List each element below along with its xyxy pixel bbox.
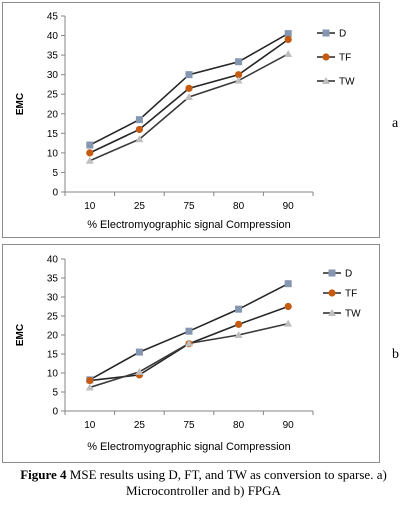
data-point-d bbox=[185, 327, 193, 335]
y-tick-label: 30 bbox=[47, 293, 59, 304]
series-line-tw bbox=[89, 53, 289, 162]
data-point-tw bbox=[234, 331, 243, 338]
data-point-tf bbox=[235, 71, 243, 79]
y-tick-label: 35 bbox=[47, 51, 59, 62]
data-point-d bbox=[235, 58, 243, 66]
x-tick-label: 10 bbox=[84, 201, 96, 212]
y-tick-label: 40 bbox=[47, 31, 59, 42]
legend-label-d: D bbox=[345, 269, 352, 280]
legend-label-d: D bbox=[339, 29, 346, 40]
panel-label-a: a bbox=[392, 116, 399, 131]
y-tick-label: 0 bbox=[52, 188, 58, 199]
legend-marker-d bbox=[322, 29, 330, 37]
data-point-tw bbox=[185, 339, 193, 347]
y-tick-label: 40 bbox=[47, 255, 59, 266]
y-axis-title: EMC bbox=[15, 324, 26, 346]
figure-caption-label: Figure 4 bbox=[20, 467, 67, 482]
y-tick-label: 45 bbox=[47, 12, 59, 23]
y-tick-label: 20 bbox=[47, 109, 59, 120]
figure-caption: Figure 4 MSE results using D, FT, and TW… bbox=[0, 467, 407, 499]
data-point-tf bbox=[284, 302, 292, 311]
data-point-tw bbox=[284, 49, 293, 57]
data-point-tf bbox=[235, 320, 243, 328]
data-point-d bbox=[284, 280, 292, 288]
data-point-tw bbox=[284, 319, 293, 327]
y-tick-label: 10 bbox=[47, 148, 59, 159]
x-tick-label: 25 bbox=[134, 420, 146, 431]
legend-label-tw: TW bbox=[339, 77, 355, 88]
chart-b: 0 5 10 15 20 25 30 35 40 10 25 75 80 90 % Electromyogr… bbox=[15, 255, 361, 454]
data-point-d bbox=[185, 71, 193, 79]
legend-marker-tw bbox=[328, 309, 336, 316]
legend-marker-d bbox=[328, 269, 336, 277]
legend-marker-tf bbox=[322, 53, 330, 61]
x-tick-label: 75 bbox=[183, 201, 195, 212]
figure-caption-text: MSE results using D, FT, and TW as conve… bbox=[69, 467, 387, 498]
y-tick-label: 15 bbox=[47, 350, 59, 361]
x-axis-title: % Electromyographic signal Compression bbox=[87, 219, 291, 231]
chart-panel-a: 0 5 10 15 20 25 30 35 40 45 10 25 75 80 90 % Electromyo… bbox=[2, 2, 380, 238]
legend-label-tf: TF bbox=[339, 53, 351, 64]
x-tick-label: 90 bbox=[283, 201, 295, 212]
y-tick-label: 15 bbox=[47, 129, 59, 140]
data-point-tf bbox=[185, 84, 193, 92]
y-tick-label: 5 bbox=[52, 168, 58, 179]
data-point-d bbox=[235, 305, 243, 313]
chart-panel-b: 0 5 10 15 20 25 30 35 40 10 25 75 80 90 % Electromyogr… bbox=[2, 244, 380, 463]
data-point-d bbox=[135, 348, 143, 356]
y-axis-title: EMC bbox=[15, 93, 26, 115]
legend-marker-tw bbox=[322, 77, 330, 84]
data-point-tw bbox=[234, 76, 243, 84]
y-tick-label: 10 bbox=[47, 369, 59, 380]
data-point-tw bbox=[135, 367, 144, 375]
chart-a: 0 5 10 15 20 25 30 35 40 45 10 25 75 80 90 % Electromyo… bbox=[15, 12, 355, 232]
y-tick-label: 35 bbox=[47, 274, 59, 285]
y-tick-label: 0 bbox=[52, 407, 58, 418]
x-tick-label: 80 bbox=[233, 420, 245, 431]
data-point-d bbox=[284, 30, 292, 38]
data-point-tw bbox=[135, 135, 144, 143]
panel-label-b: b bbox=[392, 347, 399, 362]
legend-label-tw: TW bbox=[345, 309, 361, 320]
y-tick-label: 30 bbox=[47, 70, 59, 81]
data-point-tw bbox=[85, 156, 94, 164]
data-point-tf bbox=[86, 149, 94, 157]
y-tick-label: 20 bbox=[47, 331, 59, 342]
data-point-d bbox=[86, 141, 94, 149]
x-axis-title: % Electromyographic signal Compression bbox=[87, 441, 291, 453]
data-point-tf bbox=[86, 377, 94, 385]
data-point-tw bbox=[185, 92, 193, 100]
data-point-tf bbox=[284, 35, 292, 44]
x-tick-label: 75 bbox=[183, 420, 195, 431]
legend-label-tf: TF bbox=[345, 289, 357, 300]
data-point-tf bbox=[135, 125, 143, 134]
y-tick-label: 5 bbox=[52, 388, 58, 399]
x-tick-label: 10 bbox=[84, 420, 96, 431]
x-tick-label: 80 bbox=[233, 201, 245, 212]
x-tick-label: 90 bbox=[283, 420, 295, 431]
data-point-d bbox=[135, 116, 143, 124]
data-point-tw bbox=[85, 383, 94, 391]
y-tick-label: 25 bbox=[47, 90, 59, 101]
y-tick-label: 25 bbox=[47, 312, 59, 323]
x-tick-label: 25 bbox=[134, 201, 146, 212]
legend-marker-tf bbox=[328, 289, 336, 297]
